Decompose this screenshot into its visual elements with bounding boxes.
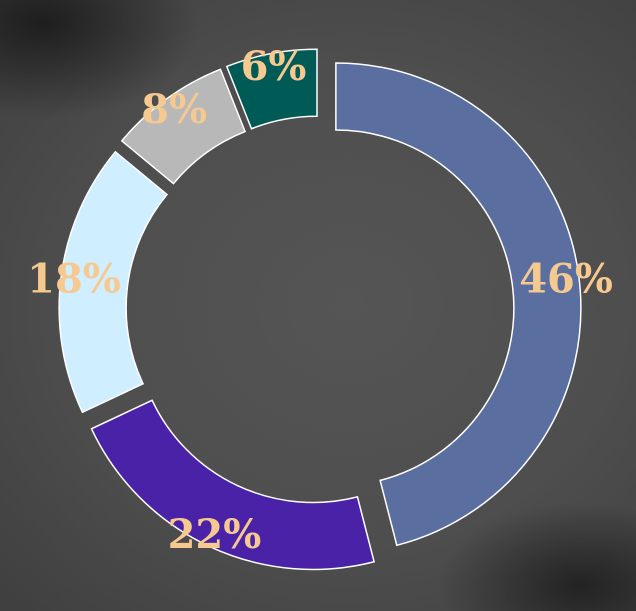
donut-slice-label-5: 6% (241, 43, 307, 90)
donut-slice-1 (335, 62, 582, 547)
donut-slice-label-4: 8% (141, 86, 207, 133)
donut-slice-2 (90, 399, 376, 571)
donut-slice-3 (58, 150, 169, 414)
donut-slice-label-1: 46% (519, 255, 613, 302)
donut-slice-label-2: 22% (168, 511, 262, 558)
donut-slice-4 (120, 68, 247, 185)
donut-slice-5 (225, 48, 318, 130)
donut-slice-label-3: 18% (27, 255, 121, 302)
